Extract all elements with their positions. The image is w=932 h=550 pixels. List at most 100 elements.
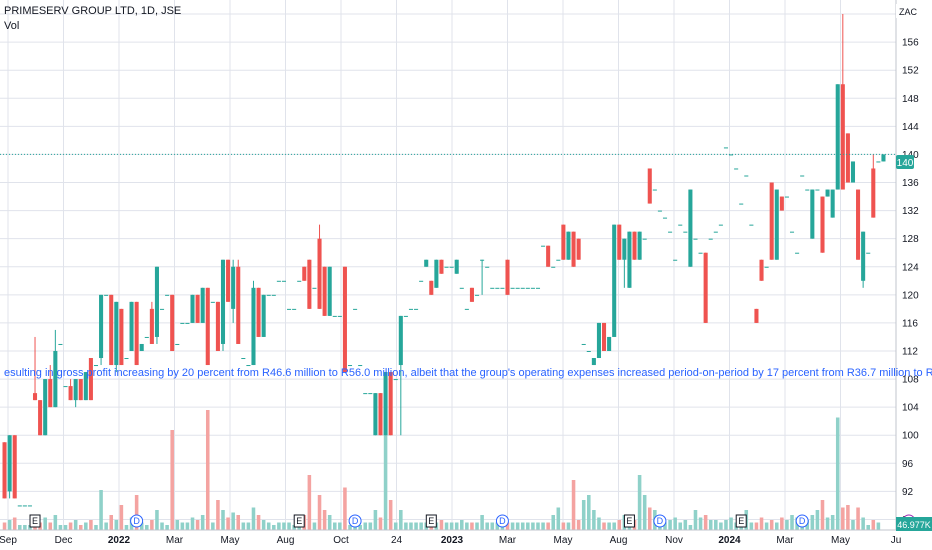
candle-body	[180, 322, 185, 324]
y-tick-label: 124	[902, 262, 919, 273]
candle	[612, 224, 617, 337]
candle	[830, 189, 835, 218]
candle-body	[795, 252, 800, 254]
volume-bar	[602, 522, 606, 530]
candle-body	[586, 350, 591, 352]
y-tick-label: 108	[902, 375, 919, 386]
candle-body	[617, 224, 622, 260]
candle-body	[104, 294, 109, 296]
candle	[241, 358, 246, 360]
volume-bar	[490, 522, 495, 530]
candle-body	[480, 259, 485, 261]
volume-bar	[139, 522, 144, 530]
candle-body	[317, 238, 322, 309]
volume-bar	[597, 517, 601, 530]
time-axis[interactable]: Sep Dec 2022 Mar May Aug Oct 24 2023 Mar May Aug Nov…	[0, 535, 901, 546]
candle-body	[139, 343, 144, 351]
volume-bar	[556, 507, 561, 530]
volume-bar	[683, 520, 688, 530]
x-tick-label: Oct	[333, 535, 349, 546]
last-volume-label: 46.977K	[897, 520, 931, 530]
candle	[861, 231, 866, 288]
candle-body	[642, 238, 647, 240]
candle	[53, 329, 58, 408]
candle-body	[226, 259, 231, 302]
candle-body	[383, 372, 388, 436]
volume-bar	[43, 517, 47, 530]
volume-bar	[576, 520, 581, 530]
candle	[134, 301, 139, 366]
candle-body	[485, 266, 490, 268]
y-tick-label: 136	[902, 178, 919, 189]
candle	[124, 358, 129, 360]
y-tick-label: 120	[902, 290, 919, 301]
candle	[114, 301, 119, 373]
dividend-marker	[130, 514, 144, 528]
volume-bar	[327, 515, 332, 530]
candle-body	[327, 266, 332, 316]
candle-body	[647, 168, 652, 204]
candle-body	[535, 287, 541, 289]
candle	[119, 308, 124, 366]
candle	[444, 266, 449, 268]
volume-bar	[719, 522, 723, 530]
candle-body	[810, 189, 815, 239]
candle	[480, 259, 485, 295]
candle	[739, 203, 744, 205]
volume-bar	[2, 522, 7, 530]
candle-body	[500, 287, 505, 289]
volume-bar	[714, 520, 718, 530]
candle-body	[7, 435, 12, 492]
candle	[596, 322, 601, 359]
currency-label: ZAC	[899, 7, 918, 17]
candle-body	[789, 231, 795, 233]
y-tick-label: 92	[902, 487, 914, 498]
candle-body	[774, 189, 779, 260]
volume-bar	[160, 522, 164, 530]
candle	[236, 259, 241, 344]
volume-bar	[835, 417, 840, 530]
candle	[490, 287, 495, 289]
volume-bar	[454, 522, 459, 530]
candle-body	[764, 266, 769, 268]
volume-bar	[688, 525, 693, 530]
volume-bar	[287, 522, 291, 530]
candle	[12, 435, 17, 499]
candle-body	[444, 266, 449, 268]
candle-body	[668, 231, 673, 233]
candle-body	[22, 505, 27, 507]
candle	[642, 238, 647, 240]
candle-body	[464, 308, 469, 310]
candle-body	[713, 231, 718, 233]
candle	[297, 280, 302, 282]
currency-badge[interactable]	[896, 4, 920, 18]
candle-body	[622, 238, 627, 260]
volume-bar	[7, 520, 12, 530]
volume-bar	[668, 520, 672, 530]
earnings-marker-label: E	[626, 516, 632, 526]
volume-bar	[571, 480, 576, 530]
candle-body	[434, 259, 439, 288]
volume-bar	[185, 522, 190, 530]
volume-bar	[73, 520, 78, 530]
candle	[876, 161, 881, 163]
volume-bar	[332, 522, 337, 530]
earnings-marker-label: E	[428, 516, 434, 526]
candle-body	[292, 308, 297, 310]
candle-body	[99, 294, 104, 359]
candle-body	[210, 301, 215, 303]
candle-body	[287, 308, 292, 310]
candle	[505, 259, 510, 295]
price-axis[interactable]: 8892961001041081121161201241281321361401…	[0, 0, 932, 531]
volume-bar	[871, 520, 876, 530]
volume-bar	[820, 500, 825, 530]
candle-body	[256, 287, 261, 337]
x-tick-label: Dec	[55, 535, 73, 546]
candle	[561, 224, 566, 260]
candle-body	[835, 84, 840, 190]
volume-bar	[266, 522, 271, 530]
candle-body	[190, 294, 195, 323]
candle	[185, 322, 190, 324]
candle	[104, 294, 109, 296]
